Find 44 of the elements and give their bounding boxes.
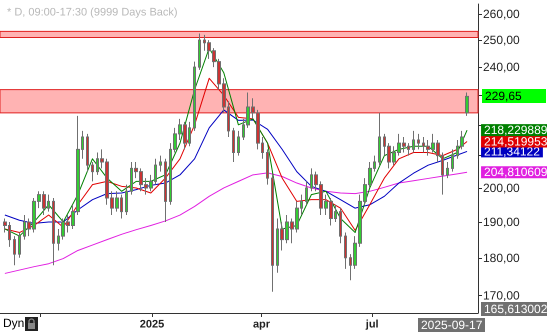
line-series: [4, 48, 468, 237]
data-label: 218,229889: [484, 123, 547, 138]
candlestick: [13, 236, 16, 266]
y-tick-label: 260,00: [483, 7, 520, 22]
candlestick: [446, 161, 449, 179]
chart-title: * D, 09:00-17:30 (9999 Days Back): [7, 6, 178, 18]
line-series: [4, 172, 468, 274]
candlestick: [271, 174, 274, 292]
candlestick: [159, 155, 162, 172]
candlestick: [305, 180, 308, 206]
candlestick: [378, 112, 381, 166]
text: 2025-09-17: [418, 318, 486, 332]
candlestick: [164, 158, 167, 222]
y-tick-label: 170,00: [483, 288, 520, 303]
y-tick-label: 240,00: [483, 60, 520, 74]
x-tick-label: apr: [252, 318, 271, 330]
candlestick: [465, 92, 469, 116]
candlestick: [412, 130, 415, 153]
y-tick-label: 250,00: [483, 33, 520, 48]
text: 165,613002: [481, 302, 547, 316]
annotation: 229,65: [482, 89, 546, 104]
candlestick: [91, 161, 94, 182]
data-label: 204,810609: [484, 165, 547, 180]
y-tick-label: 180,00: [483, 250, 520, 265]
line-series: [4, 78, 468, 234]
y-tick-label: 200,00: [483, 180, 520, 195]
candlestick: [86, 133, 89, 172]
x-tick-label: 2025: [140, 318, 164, 330]
line-series: [4, 109, 468, 224]
candlestick: [266, 148, 269, 186]
candlestick: [451, 148, 454, 172]
candlestick: [193, 61, 196, 132]
candlestick: [52, 197, 55, 266]
candlestick: [232, 127, 235, 162]
candlestick: [237, 130, 240, 156]
x-tick-label: jul: [364, 318, 379, 330]
text: Dyn: [2, 316, 26, 330]
candlestick: [198, 33, 201, 70]
candlestick: [18, 232, 21, 258]
candlestick: [339, 208, 342, 244]
y-tick-label: 190,00: [483, 214, 520, 229]
candlestick: [344, 232, 347, 270]
candlestick: [125, 184, 128, 216]
candlestick: [417, 133, 420, 150]
